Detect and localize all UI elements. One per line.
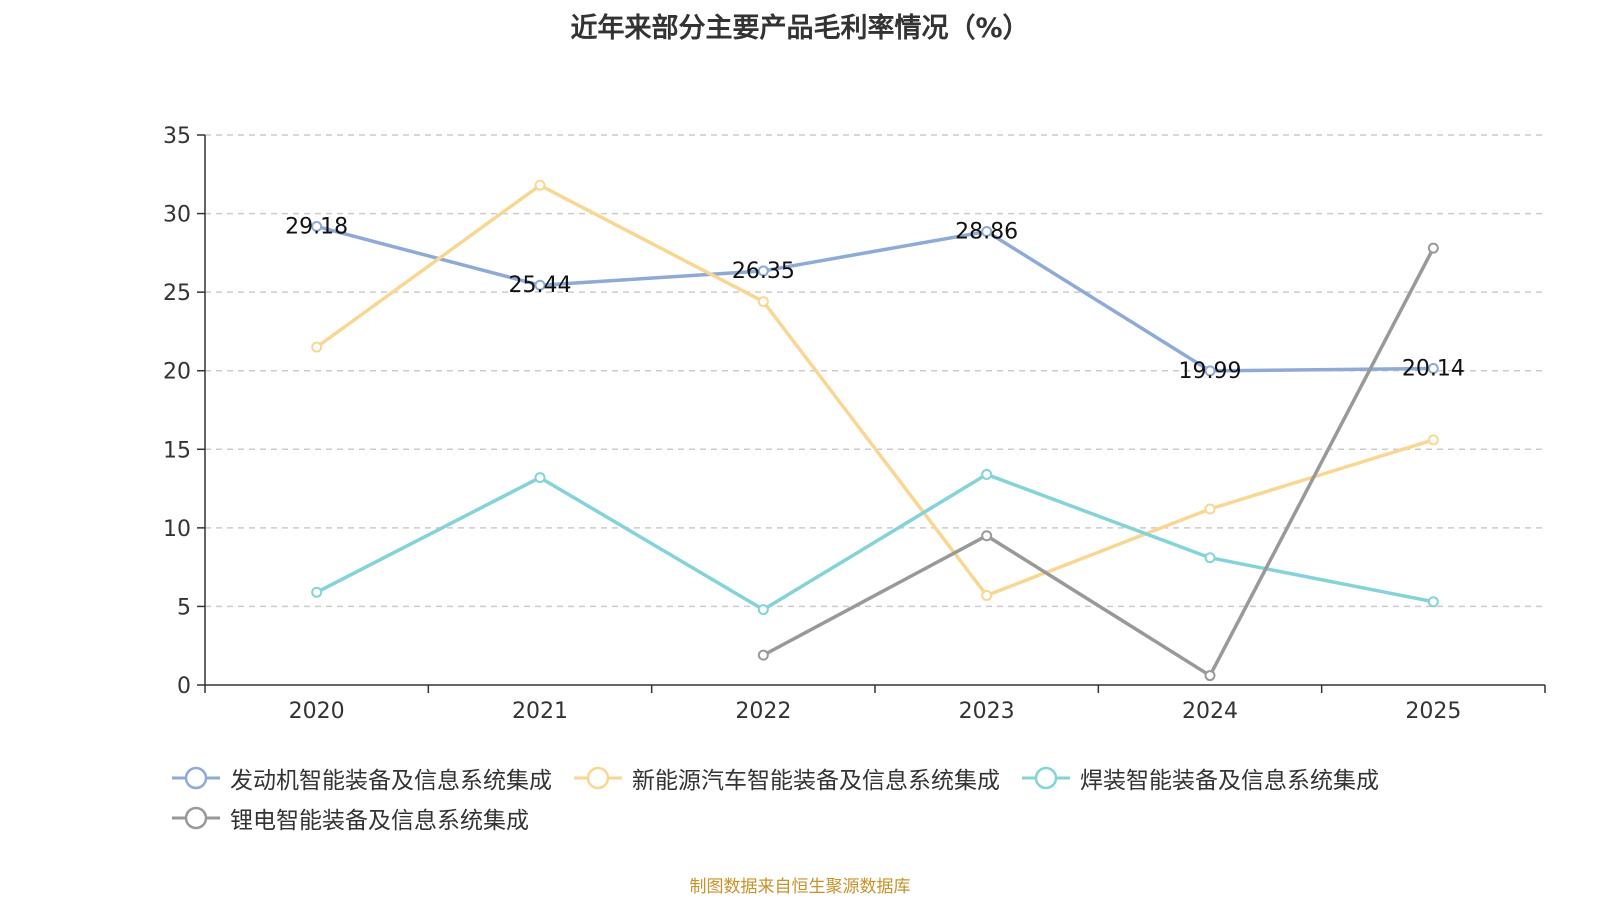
y-tick-label: 10 — [163, 517, 191, 542]
y-tick-label: 0 — [177, 674, 191, 699]
chart-title: 近年来部分主要产品毛利率情况（%） — [570, 13, 1030, 44]
data-label: 20.14 — [1402, 357, 1465, 382]
data-label: 25.44 — [509, 273, 572, 298]
legend-item[interactable]: 锂电智能装备及信息系统集成 — [172, 798, 529, 838]
data-point — [311, 220, 323, 232]
legend-label: 锂电智能装备及信息系统集成 — [230, 808, 529, 834]
data-label: 19.99 — [1179, 359, 1242, 384]
x-tick-label: 2025 — [1405, 699, 1461, 724]
data-point — [757, 649, 769, 661]
data-source-note: 制图数据来自恒生聚源数据库 — [689, 877, 911, 897]
data-point — [1427, 363, 1439, 375]
data-point — [757, 265, 769, 277]
legend-swatch-icon — [172, 806, 220, 830]
y-tick-label: 25 — [163, 281, 191, 306]
data-point — [981, 530, 993, 542]
data-point — [1427, 596, 1439, 608]
y-tick-label: 15 — [163, 438, 191, 463]
legend-item[interactable]: 新能源汽车智能装备及信息系统集成 — [574, 758, 1000, 798]
y-tick-label: 30 — [163, 203, 191, 228]
y-tick-label: 5 — [177, 595, 191, 620]
x-tick-label: 2024 — [1182, 699, 1238, 724]
data-point — [311, 586, 323, 598]
data-point — [1204, 365, 1216, 377]
data-point — [1427, 434, 1439, 446]
data-point — [981, 468, 993, 480]
data-point — [981, 589, 993, 601]
data-point — [534, 472, 546, 484]
series-line — [762, 247, 1435, 678]
legend-swatch-icon — [1022, 766, 1070, 790]
data-point — [757, 296, 769, 308]
data-point — [1204, 552, 1216, 564]
legend-swatch-icon — [574, 766, 622, 790]
x-tick-label: 2020 — [289, 699, 345, 724]
y-tick-label: 20 — [163, 360, 191, 385]
chart-legend: 发动机智能装备及信息系统集成 新能源汽车智能装备及信息系统集成 焊装智能装备及信息系… — [172, 758, 1472, 838]
x-tick-label: 2022 — [735, 699, 791, 724]
data-point — [311, 341, 323, 353]
series-line — [315, 183, 1434, 598]
data-point — [534, 179, 546, 191]
legend-label: 发动机智能装备及信息系统集成 — [230, 768, 552, 794]
data-point — [1204, 670, 1216, 682]
data-point — [534, 279, 546, 291]
series-line — [315, 472, 1434, 612]
legend-label: 新能源汽车智能装备及信息系统集成 — [632, 768, 1000, 794]
y-tick-label: 35 — [163, 124, 191, 149]
data-point — [1427, 242, 1439, 254]
data-label: 28.86 — [955, 219, 1018, 244]
legend-label: 焊装智能装备及信息系统集成 — [1080, 768, 1379, 794]
legend-item[interactable]: 焊装智能装备及信息系统集成 — [1022, 758, 1379, 798]
data-label: 26.35 — [732, 259, 795, 284]
data-point — [981, 225, 993, 237]
x-tick-label: 2023 — [959, 699, 1015, 724]
x-tick-label: 2021 — [512, 699, 568, 724]
series-line — [316, 224, 1434, 373]
legend-swatch-icon — [172, 766, 220, 790]
data-point — [757, 604, 769, 616]
data-point — [1204, 503, 1216, 515]
legend-item[interactable]: 发动机智能装备及信息系统集成 — [172, 758, 552, 798]
data-label: 29.18 — [285, 214, 348, 239]
